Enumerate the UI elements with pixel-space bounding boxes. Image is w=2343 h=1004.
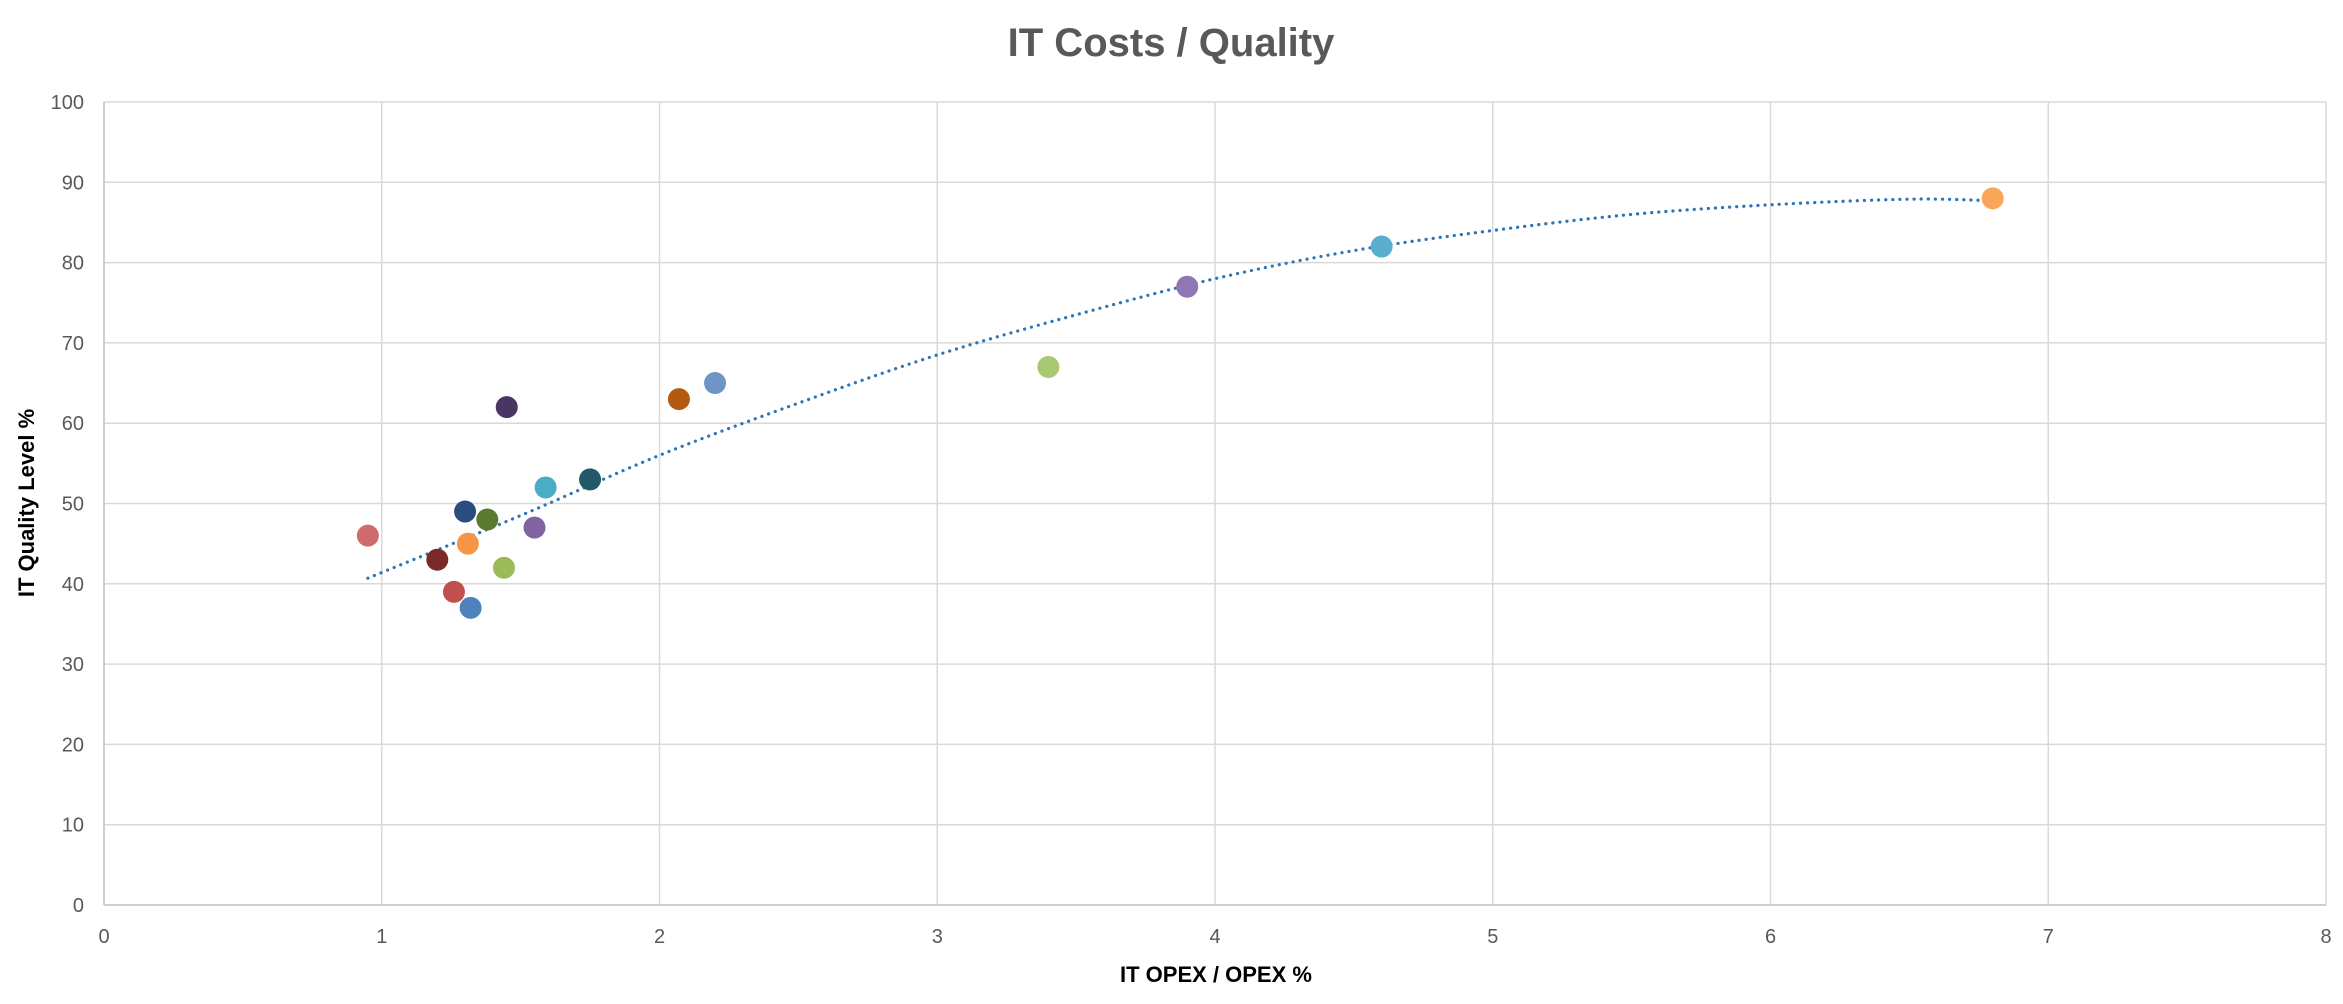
x-tick-label: 3 — [932, 926, 943, 948]
y-axis-label: IT Quality Level % — [14, 409, 39, 597]
y-tick-label: 60 — [62, 413, 84, 435]
x-tick-label: 0 — [98, 926, 109, 948]
x-tick-label: 8 — [2320, 926, 2331, 948]
trendline — [366, 197, 1995, 580]
data-point — [454, 500, 477, 523]
y-tick-label: 80 — [62, 253, 84, 275]
data-point — [456, 532, 479, 555]
y-tick-label: 20 — [62, 734, 84, 756]
data-point — [1176, 275, 1199, 298]
data-point — [667, 388, 690, 411]
tick-labels: 0 10 20 30 40 50 60 70 80 90 100 0 1 2 3 4 5 6 7 8 — [51, 92, 2332, 948]
y-tick-label: 40 — [62, 574, 84, 596]
data-point — [523, 516, 546, 539]
axes — [103, 102, 2326, 906]
x-tick-label: 4 — [1209, 926, 1220, 948]
data-point — [579, 468, 602, 491]
y-tick-label: 50 — [62, 494, 84, 516]
data-point — [1037, 355, 1060, 378]
data-point — [704, 372, 727, 395]
grid — [104, 101, 2327, 905]
data-point — [1981, 187, 2004, 210]
trendline-layer — [366, 197, 1995, 580]
data-point — [495, 396, 518, 419]
y-tick-label: 70 — [62, 333, 84, 355]
data-point — [1370, 235, 1393, 258]
data-point — [442, 580, 465, 603]
y-tick-label: 90 — [62, 172, 84, 194]
data-point — [459, 596, 482, 619]
y-tick-label: 100 — [51, 92, 84, 114]
chart-title: IT Costs / Quality — [1008, 21, 1335, 65]
data-point — [492, 556, 515, 579]
y-tick-label: 0 — [73, 895, 84, 917]
x-axis-label: IT OPEX / OPEX % — [1120, 962, 1312, 987]
data-point — [356, 524, 379, 547]
points-layer — [356, 187, 2004, 619]
x-tick-label: 1 — [376, 926, 387, 948]
data-point — [534, 476, 557, 499]
x-tick-label: 7 — [2043, 926, 2054, 948]
x-tick-label: 5 — [1487, 926, 1498, 948]
x-tick-label: 2 — [654, 926, 665, 948]
x-tick-label: 6 — [1765, 926, 1776, 948]
data-point — [476, 508, 499, 531]
y-tick-label: 10 — [62, 815, 84, 837]
y-tick-label: 30 — [62, 654, 84, 676]
data-point — [426, 548, 449, 571]
